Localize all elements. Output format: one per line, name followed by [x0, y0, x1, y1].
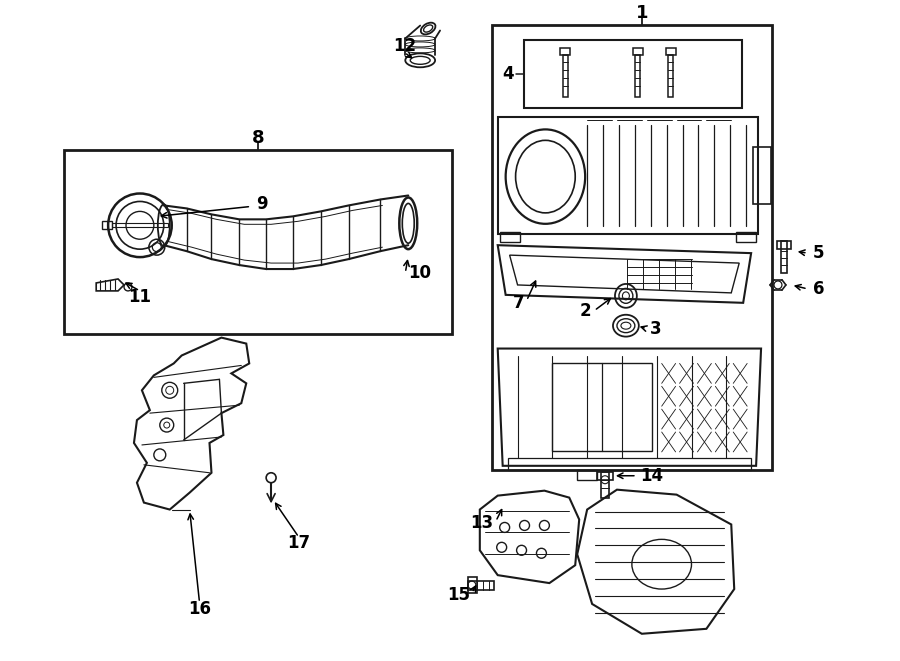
Bar	[635, 56, 640, 97]
Bar	[777, 241, 791, 249]
Bar	[781, 241, 787, 273]
Text: 12: 12	[392, 38, 416, 56]
Bar	[508, 458, 752, 470]
Bar	[65, 150, 452, 334]
Bar	[562, 56, 568, 97]
Bar	[601, 472, 609, 498]
Bar	[498, 117, 758, 234]
Bar	[468, 581, 494, 590]
Text: 3: 3	[650, 320, 662, 338]
Text: 1: 1	[635, 3, 648, 22]
Text: 17: 17	[287, 534, 310, 553]
Text: 9: 9	[256, 196, 268, 214]
Bar	[103, 221, 112, 229]
Bar	[553, 364, 652, 451]
Bar	[633, 48, 643, 56]
Text: 10: 10	[409, 264, 431, 282]
Bar	[524, 40, 742, 108]
Bar	[597, 472, 613, 480]
Text: 13: 13	[471, 514, 494, 533]
Bar	[468, 577, 477, 593]
Text: 6: 6	[813, 280, 824, 298]
Bar	[112, 223, 167, 227]
Text: 5: 5	[813, 244, 824, 262]
Bar	[753, 147, 771, 204]
Bar	[666, 48, 676, 56]
Bar	[668, 56, 673, 97]
Bar	[500, 232, 519, 242]
Bar	[736, 232, 756, 242]
Bar	[577, 470, 597, 480]
Text: 11: 11	[129, 288, 151, 306]
Text: 14: 14	[640, 467, 663, 485]
Bar	[561, 48, 571, 56]
Text: 15: 15	[447, 586, 470, 604]
Text: 16: 16	[188, 600, 212, 618]
Text: 7: 7	[513, 294, 525, 312]
Bar	[491, 24, 772, 470]
Text: 4: 4	[502, 65, 514, 83]
Text: 8: 8	[252, 129, 265, 147]
Text: 2: 2	[580, 302, 591, 320]
